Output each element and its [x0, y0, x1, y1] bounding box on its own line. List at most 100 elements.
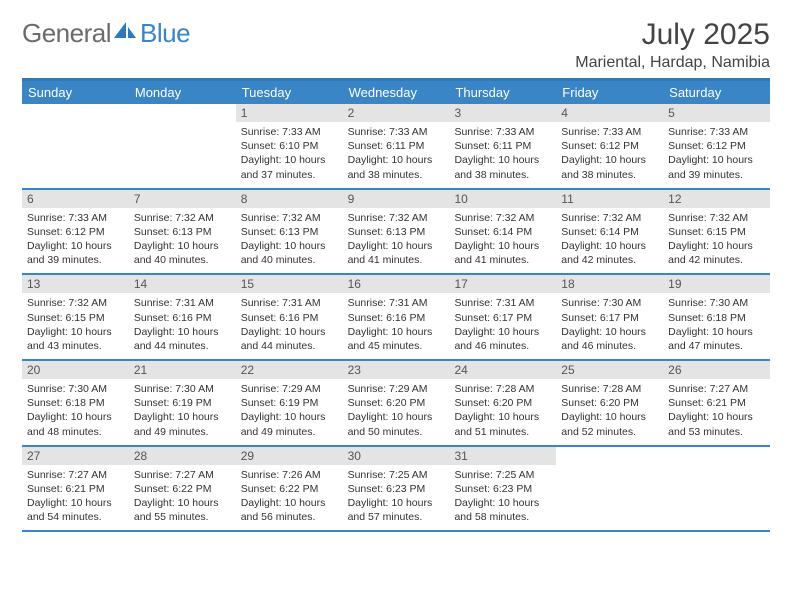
sunset-text: Sunset: 6:12 PM — [27, 225, 124, 239]
daylight-text: Daylight: 10 hours and 46 minutes. — [561, 325, 658, 353]
sunrise-text: Sunrise: 7:29 AM — [348, 382, 445, 396]
sunset-text: Sunset: 6:23 PM — [454, 482, 551, 496]
daylight-text: Daylight: 10 hours and 41 minutes. — [454, 239, 551, 267]
day-cell: 5Sunrise: 7:33 AMSunset: 6:12 PMDaylight… — [663, 104, 770, 188]
sunrise-text: Sunrise: 7:31 AM — [348, 296, 445, 310]
day-body: Sunrise: 7:25 AMSunset: 6:23 PMDaylight:… — [343, 465, 450, 531]
daylight-text: Daylight: 10 hours and 53 minutes. — [668, 410, 765, 438]
sunset-text: Sunset: 6:22 PM — [241, 482, 338, 496]
daylight-text: Daylight: 10 hours and 43 minutes. — [27, 325, 124, 353]
weekday-header: Wednesday — [343, 81, 450, 104]
day-number: 16 — [343, 275, 450, 293]
daylight-text: Daylight: 10 hours and 55 minutes. — [134, 496, 231, 524]
day-cell: 13Sunrise: 7:32 AMSunset: 6:15 PMDayligh… — [22, 275, 129, 359]
daylight-text: Daylight: 10 hours and 42 minutes. — [668, 239, 765, 267]
day-number: 1 — [236, 104, 343, 122]
sunrise-text: Sunrise: 7:33 AM — [668, 125, 765, 139]
day-cell: 23Sunrise: 7:29 AMSunset: 6:20 PMDayligh… — [343, 361, 450, 445]
sunset-text: Sunset: 6:21 PM — [27, 482, 124, 496]
day-body: Sunrise: 7:31 AMSunset: 6:16 PMDaylight:… — [129, 293, 236, 359]
sunset-text: Sunset: 6:18 PM — [27, 396, 124, 410]
day-body: Sunrise: 7:32 AMSunset: 6:15 PMDaylight:… — [663, 208, 770, 274]
day-cell: 12Sunrise: 7:32 AMSunset: 6:15 PMDayligh… — [663, 190, 770, 274]
sunrise-text: Sunrise: 7:31 AM — [241, 296, 338, 310]
sail-icon — [112, 18, 138, 49]
sunrise-text: Sunrise: 7:27 AM — [134, 468, 231, 482]
day-cell: 25Sunrise: 7:28 AMSunset: 6:20 PMDayligh… — [556, 361, 663, 445]
day-body: Sunrise: 7:28 AMSunset: 6:20 PMDaylight:… — [449, 379, 556, 445]
day-body: Sunrise: 7:30 AMSunset: 6:18 PMDaylight:… — [22, 379, 129, 445]
sunset-text: Sunset: 6:16 PM — [241, 311, 338, 325]
day-cell: 30Sunrise: 7:25 AMSunset: 6:23 PMDayligh… — [343, 447, 450, 531]
week-row: 13Sunrise: 7:32 AMSunset: 6:15 PMDayligh… — [22, 275, 770, 361]
weekday-header: Tuesday — [236, 81, 343, 104]
sunrise-text: Sunrise: 7:26 AM — [241, 468, 338, 482]
daylight-text: Daylight: 10 hours and 40 minutes. — [134, 239, 231, 267]
day-cell: 0 — [129, 104, 236, 188]
day-cell: 3Sunrise: 7:33 AMSunset: 6:11 PMDaylight… — [449, 104, 556, 188]
weekday-header: Friday — [556, 81, 663, 104]
day-body: Sunrise: 7:32 AMSunset: 6:13 PMDaylight:… — [236, 208, 343, 274]
day-number: 9 — [343, 190, 450, 208]
day-number: 27 — [22, 447, 129, 465]
header: General Blue July 2025 Mariental, Hardap… — [22, 18, 770, 72]
sunset-text: Sunset: 6:12 PM — [561, 139, 658, 153]
day-number: 10 — [449, 190, 556, 208]
sunrise-text: Sunrise: 7:28 AM — [561, 382, 658, 396]
day-cell: 19Sunrise: 7:30 AMSunset: 6:18 PMDayligh… — [663, 275, 770, 359]
sunrise-text: Sunrise: 7:33 AM — [27, 211, 124, 225]
day-number: 15 — [236, 275, 343, 293]
sunrise-text: Sunrise: 7:30 AM — [134, 382, 231, 396]
daylight-text: Daylight: 10 hours and 38 minutes. — [454, 153, 551, 181]
day-number: 21 — [129, 361, 236, 379]
daylight-text: Daylight: 10 hours and 58 minutes. — [454, 496, 551, 524]
sunrise-text: Sunrise: 7:32 AM — [454, 211, 551, 225]
day-number: 4 — [556, 104, 663, 122]
sunset-text: Sunset: 6:21 PM — [668, 396, 765, 410]
day-number: 31 — [449, 447, 556, 465]
day-body: Sunrise: 7:32 AMSunset: 6:14 PMDaylight:… — [449, 208, 556, 274]
daylight-text: Daylight: 10 hours and 47 minutes. — [668, 325, 765, 353]
day-cell: 0 — [556, 447, 663, 531]
location: Mariental, Hardap, Namibia — [575, 54, 770, 72]
day-cell: 0 — [663, 447, 770, 531]
day-body: Sunrise: 7:31 AMSunset: 6:16 PMDaylight:… — [236, 293, 343, 359]
day-body: Sunrise: 7:27 AMSunset: 6:21 PMDaylight:… — [663, 379, 770, 445]
day-body: Sunrise: 7:30 AMSunset: 6:17 PMDaylight:… — [556, 293, 663, 359]
daylight-text: Daylight: 10 hours and 54 minutes. — [27, 496, 124, 524]
day-number: 24 — [449, 361, 556, 379]
sunset-text: Sunset: 6:16 PM — [348, 311, 445, 325]
day-cell: 8Sunrise: 7:32 AMSunset: 6:13 PMDaylight… — [236, 190, 343, 274]
day-number: 12 — [663, 190, 770, 208]
day-body: Sunrise: 7:31 AMSunset: 6:16 PMDaylight:… — [343, 293, 450, 359]
sunrise-text: Sunrise: 7:31 AM — [134, 296, 231, 310]
day-number: 23 — [343, 361, 450, 379]
daylight-text: Daylight: 10 hours and 44 minutes. — [134, 325, 231, 353]
day-body: Sunrise: 7:33 AMSunset: 6:10 PMDaylight:… — [236, 122, 343, 188]
sunrise-text: Sunrise: 7:27 AM — [668, 382, 765, 396]
sunset-text: Sunset: 6:15 PM — [27, 311, 124, 325]
daylight-text: Daylight: 10 hours and 50 minutes. — [348, 410, 445, 438]
day-number: 18 — [556, 275, 663, 293]
sunrise-text: Sunrise: 7:30 AM — [668, 296, 765, 310]
sunrise-text: Sunrise: 7:32 AM — [668, 211, 765, 225]
day-body: Sunrise: 7:25 AMSunset: 6:23 PMDaylight:… — [449, 465, 556, 531]
sunrise-text: Sunrise: 7:28 AM — [454, 382, 551, 396]
daylight-text: Daylight: 10 hours and 56 minutes. — [241, 496, 338, 524]
day-cell: 31Sunrise: 7:25 AMSunset: 6:23 PMDayligh… — [449, 447, 556, 531]
day-number: 20 — [22, 361, 129, 379]
day-number: 25 — [556, 361, 663, 379]
sunset-text: Sunset: 6:17 PM — [561, 311, 658, 325]
day-cell: 4Sunrise: 7:33 AMSunset: 6:12 PMDaylight… — [556, 104, 663, 188]
week-row: 0 0 1Sunrise: 7:33 AMSunset: 6:10 PMDayl… — [22, 104, 770, 190]
sunset-text: Sunset: 6:16 PM — [134, 311, 231, 325]
sunset-text: Sunset: 6:20 PM — [454, 396, 551, 410]
daylight-text: Daylight: 10 hours and 45 minutes. — [348, 325, 445, 353]
daylight-text: Daylight: 10 hours and 44 minutes. — [241, 325, 338, 353]
daylight-text: Daylight: 10 hours and 57 minutes. — [348, 496, 445, 524]
daylight-text: Daylight: 10 hours and 38 minutes. — [561, 153, 658, 181]
week-row: 20Sunrise: 7:30 AMSunset: 6:18 PMDayligh… — [22, 361, 770, 447]
sunset-text: Sunset: 6:23 PM — [348, 482, 445, 496]
weeks: 0 0 1Sunrise: 7:33 AMSunset: 6:10 PMDayl… — [22, 104, 770, 532]
day-cell: 20Sunrise: 7:30 AMSunset: 6:18 PMDayligh… — [22, 361, 129, 445]
